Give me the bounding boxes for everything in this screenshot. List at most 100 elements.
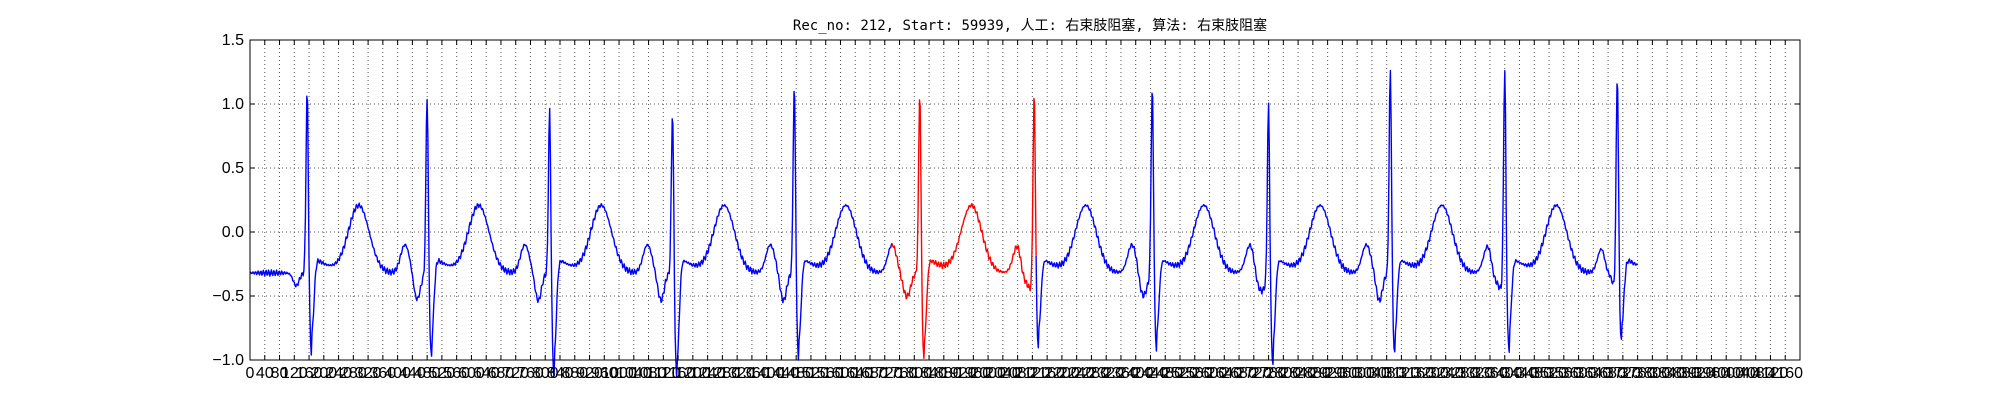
- x-tick-label: 2320: [1088, 365, 1124, 382]
- x-tick-label: 80: [271, 365, 289, 382]
- x-tick-label: 2360: [1103, 365, 1139, 382]
- x-tick-label: 3560: [1546, 365, 1582, 382]
- x-tick-label: 1920: [941, 365, 977, 382]
- x-tick-label: 4120: [1753, 365, 1789, 382]
- highlighted-series-line: [891, 97, 1037, 359]
- x-tick-label: 4040: [1723, 365, 1759, 382]
- x-tick-label: 1400: [749, 365, 785, 382]
- x-tick-label: 1480: [778, 365, 814, 382]
- x-tick-label: 1080: [631, 365, 667, 382]
- x-tick-label: 480: [414, 365, 441, 382]
- x-tick-label: 2600: [1192, 365, 1228, 382]
- x-tick-label: 4160: [1767, 365, 1803, 382]
- x-tick-label: 3920: [1679, 365, 1715, 382]
- x-tick-label: 520: [429, 365, 456, 382]
- x-tick-label: 1160: [661, 365, 696, 382]
- x-tick-label: 840: [547, 365, 574, 382]
- y-tick-label: 0.5: [222, 160, 244, 177]
- x-tick-label: 1520: [793, 365, 829, 382]
- x-tick-label: 960: [591, 365, 618, 382]
- y-tick-label: −0.5: [212, 288, 244, 305]
- x-tick-label: 4000: [1708, 365, 1744, 382]
- x-tick-label: 3240: [1428, 365, 1464, 382]
- x-tick-label: 1880: [926, 365, 962, 382]
- x-tick-label: 280: [340, 365, 367, 382]
- x-tick-label: 3760: [1620, 365, 1656, 382]
- x-tick-label: 2960: [1325, 365, 1361, 382]
- x-tick-label: 2280: [1074, 365, 1110, 382]
- x-tick-label: 2040: [985, 365, 1021, 382]
- x-tick-label: 2480: [1147, 365, 1183, 382]
- x-tick-label: 2680: [1221, 365, 1257, 382]
- x-tick-label: 3840: [1649, 365, 1685, 382]
- x-tick-label: 560: [443, 365, 470, 382]
- x-tick-label: 1000: [601, 365, 637, 382]
- x-tick-label: 600: [458, 365, 485, 382]
- x-tick-label: 1720: [867, 365, 903, 382]
- x-tick-label: 440: [399, 365, 426, 382]
- x-tick-label: 2080: [1000, 365, 1036, 382]
- x-tick-label: 2000: [970, 365, 1006, 382]
- x-tick-label: 1440: [764, 365, 800, 382]
- x-tick-label: 2440: [1133, 365, 1169, 382]
- x-tick-label: 3040: [1354, 365, 1390, 382]
- x-tick-label: 880: [561, 365, 588, 382]
- x-tick-label: 720: [502, 365, 529, 382]
- x-tick-label: 2560: [1177, 365, 1213, 382]
- x-tick-label: 4080: [1738, 365, 1774, 382]
- x-tick-label: 2840: [1280, 365, 1316, 382]
- x-tick-label: 3120: [1384, 365, 1420, 382]
- x-tick-label: 760: [517, 365, 544, 382]
- x-tick-label: 3400: [1487, 365, 1523, 382]
- x-tick-label: 2200: [1044, 365, 1080, 382]
- x-tick-label: 3680: [1590, 365, 1626, 382]
- x-tick-label: 1040: [616, 365, 652, 382]
- x-tick-label: 1560: [808, 365, 844, 382]
- x-tick-label: 2640: [1206, 365, 1242, 382]
- x-tick-label: 1240: [690, 365, 726, 382]
- x-tick-label: 320: [355, 365, 382, 382]
- x-tick-label: 0: [246, 365, 255, 382]
- x-tick-label: 3600: [1561, 365, 1597, 382]
- x-tick-label: 400: [384, 365, 411, 382]
- x-tick-label: 2760: [1251, 365, 1287, 382]
- x-tick-label: 3960: [1694, 365, 1730, 382]
- x-tick-label: 1960: [956, 365, 992, 382]
- x-tick-label: 3160: [1398, 365, 1434, 382]
- series-line: [249, 90, 893, 378]
- x-tick-label: 640: [473, 365, 500, 382]
- x-tick-label: 360: [370, 365, 397, 382]
- x-tick-label: 3720: [1605, 365, 1641, 382]
- x-tick-label: 200: [310, 365, 337, 382]
- x-tick-label: 2160: [1029, 365, 1065, 382]
- x-tick-label: 2520: [1162, 365, 1198, 382]
- x-tick-label: 1360: [734, 365, 770, 382]
- series-group: [249, 69, 1639, 378]
- y-axis-ticks: −1.0 −0.5 0.0 0.5 1.0 1.5: [212, 32, 1800, 369]
- x-tick-label: 3360: [1472, 365, 1508, 382]
- x-tick-label: 2120: [1015, 365, 1051, 382]
- x-tick-label: 240: [325, 365, 352, 382]
- x-tick-label: 2880: [1295, 365, 1331, 382]
- x-tick-label: 3640: [1576, 365, 1612, 382]
- x-tick-label: 1320: [719, 365, 755, 382]
- x-tick-label: 1280: [705, 365, 741, 382]
- x-tick-label: 3800: [1635, 365, 1671, 382]
- y-tick-label: −1.0: [212, 352, 244, 369]
- x-tick-label: 800: [532, 365, 559, 382]
- x-tick-label: 1760: [882, 365, 918, 382]
- x-tick-label: 3200: [1413, 365, 1449, 382]
- x-tick-label: 1200: [675, 365, 711, 382]
- x-tick-label: 3280: [1443, 365, 1479, 382]
- x-tick-label: 1640: [837, 365, 873, 382]
- x-tick-label: 3520: [1531, 365, 1567, 382]
- x-tick-label: 1120: [646, 365, 681, 382]
- x-tick-label: 1680: [852, 365, 888, 382]
- x-tick-label: 2240: [1059, 365, 1095, 382]
- grid-lines: [249, 39, 1800, 361]
- x-tick-label: 1800: [896, 365, 932, 382]
- chart-title: Rec_no: 212, Start: 59939, 人工: 右束肢阻塞, 算法…: [793, 17, 1267, 34]
- x-tick-label: 3320: [1457, 365, 1493, 382]
- x-tick-label: 2800: [1266, 365, 1302, 382]
